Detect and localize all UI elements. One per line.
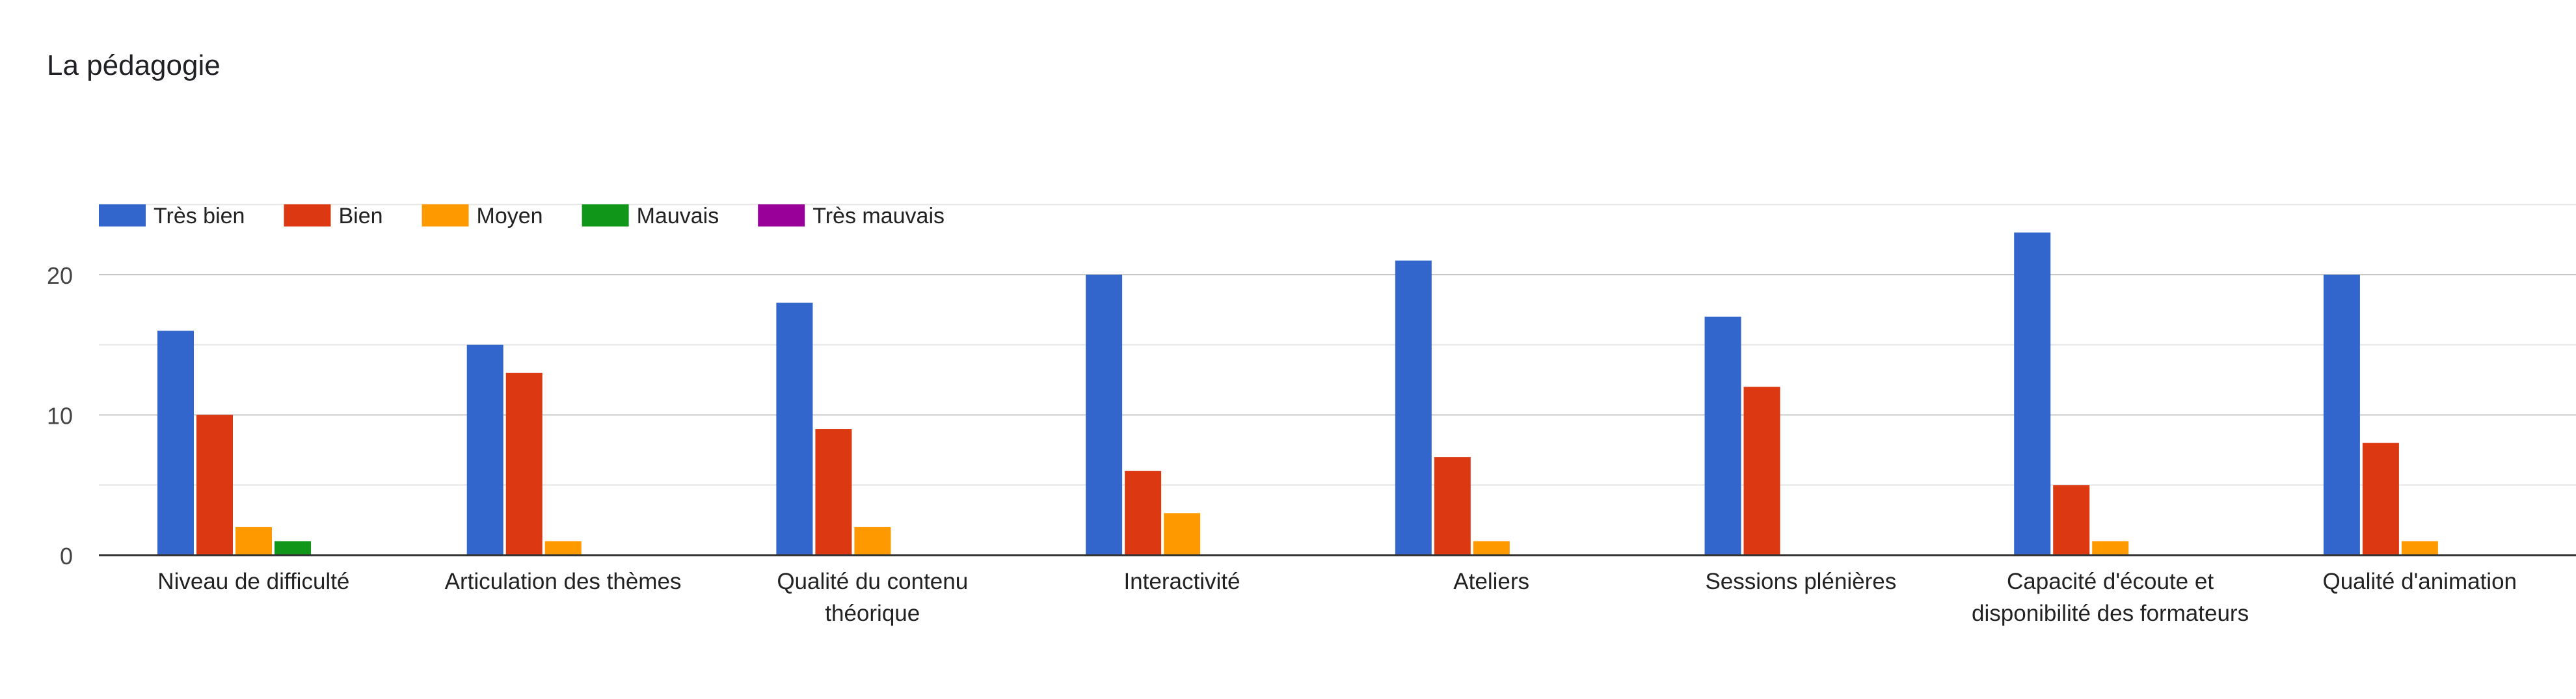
x-tick-label: disponibilité des formateurs	[1972, 601, 2249, 626]
legend: Très bien Bien Moyen Mauvais Très mauvais	[99, 204, 945, 228]
bar[interactable]	[1434, 457, 1471, 555]
legend-swatch	[99, 204, 146, 226]
legend-label: Très mauvais	[812, 204, 945, 228]
bar[interactable]	[1395, 260, 1432, 555]
bar[interactable]	[1704, 316, 1741, 555]
bar[interactable]	[2401, 541, 2438, 555]
y-tick-label: 20	[47, 262, 73, 289]
bar[interactable]	[776, 303, 813, 555]
x-tick-label: Niveau de difficulté	[157, 569, 349, 594]
x-tick-label: Interactivité	[1123, 569, 1240, 594]
bar[interactable]	[815, 429, 852, 555]
bar[interactable]	[505, 372, 543, 555]
legend-swatch	[582, 204, 629, 226]
x-tick-label: Qualité d'animation	[2322, 569, 2517, 594]
x-tick-label: Sessions plénières	[1705, 569, 1896, 594]
legend-label: Bien	[338, 204, 382, 228]
bar[interactable]	[235, 527, 272, 555]
bar[interactable]	[1164, 513, 1201, 555]
x-tick-label: Ateliers	[1453, 569, 1529, 594]
bar[interactable]	[2053, 485, 2090, 555]
y-tick-label: 0	[60, 543, 73, 569]
bar[interactable]	[466, 344, 503, 555]
bar[interactable]	[1473, 541, 1510, 555]
bar[interactable]	[1125, 471, 1162, 555]
legend-label: Moyen	[477, 204, 543, 228]
bar[interactable]	[2362, 443, 2399, 555]
x-tick-label: Articulation des thèmes	[445, 569, 682, 594]
x-tick-label: théorique	[825, 601, 920, 626]
bar[interactable]	[544, 541, 582, 555]
y-tick-label: 10	[47, 403, 73, 430]
bar[interactable]	[1743, 387, 1780, 555]
legend-swatch	[284, 204, 331, 226]
axes: 0 10 20 Niveau de difficulté Articulation de…	[47, 262, 2576, 626]
bar[interactable]	[1086, 275, 1123, 555]
bar[interactable]	[2323, 275, 2360, 555]
legend-swatch	[758, 204, 805, 226]
bar[interactable]	[854, 527, 891, 555]
chart-title: La pédagogie	[47, 49, 221, 81]
bar[interactable]	[275, 541, 311, 555]
bar[interactable]	[2014, 232, 2051, 555]
legend-swatch	[422, 204, 469, 226]
bar[interactable]	[157, 331, 194, 555]
x-tick-label: Qualité du contenu	[777, 569, 968, 594]
bar[interactable]	[2092, 541, 2129, 555]
x-tick-label: Capacité d'écoute et	[2007, 569, 2214, 594]
bars	[157, 232, 2438, 555]
legend-label: Mauvais	[637, 204, 719, 228]
bar[interactable]	[196, 415, 233, 556]
legend-label: Très bien	[154, 204, 245, 228]
